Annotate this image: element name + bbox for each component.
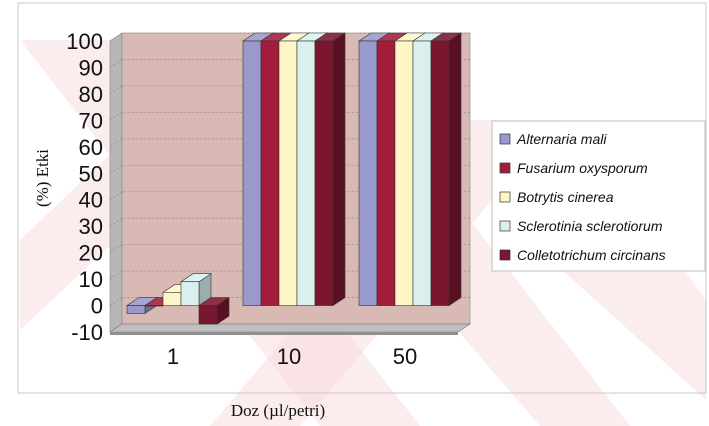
y-tick-label: 0 [91, 294, 103, 319]
legend-swatch [499, 162, 511, 174]
floor [109, 323, 471, 333]
gridlines [109, 32, 470, 333]
legend-label: Sclerotinia sclerotiorum [517, 218, 663, 234]
legend-label: Fusarium oxysporum [517, 160, 648, 176]
legend-label: Botrytis cinerea [517, 189, 614, 205]
bar [430, 32, 462, 307]
bar-side [332, 32, 346, 307]
x-category-label: 10 [277, 344, 301, 369]
bar-front [180, 281, 200, 306]
gridline [109, 111, 470, 121]
y-tick-label: 60 [79, 135, 103, 160]
y-tick-label: 30 [79, 214, 103, 239]
chart-border [17, 2, 707, 394]
bar [180, 273, 212, 307]
bar-front [394, 40, 414, 306]
gridline [109, 85, 470, 95]
gridline [109, 270, 470, 280]
bar-front [358, 40, 378, 306]
gridline [109, 138, 470, 148]
x-category-label: 50 [393, 344, 417, 369]
bar-front [162, 292, 182, 306]
bar-front [144, 305, 164, 307]
legend-swatch [499, 220, 511, 232]
gridline [109, 217, 470, 227]
gridline [109, 297, 470, 306]
legend-item: Alternaria mali [499, 131, 607, 147]
y-tick-label: 90 [79, 55, 103, 80]
bar [314, 32, 346, 307]
y-axis-label: (%) Etki [33, 149, 52, 207]
bar-front [314, 40, 334, 306]
bar-front [376, 40, 396, 306]
legend-label: Alternaria mali [516, 131, 607, 147]
x-axis-label: Doz (µl/petri) [231, 401, 325, 420]
bar [198, 296, 230, 325]
x-category-label: 1 [167, 344, 179, 369]
gridline [109, 244, 470, 253]
legend-swatch [499, 133, 511, 145]
legend-item: Botrytis cinerea [499, 189, 614, 205]
legend-item: Sclerotinia sclerotiorum [499, 218, 663, 234]
bar-front [126, 305, 146, 314]
floor-edge [110, 332, 458, 335]
bars [126, 32, 462, 325]
bar-front [260, 40, 280, 306]
x-axis-categories: 1 10 50 [167, 344, 417, 369]
y-tick-label: 80 [79, 82, 103, 107]
legend-label: Colletotrichum circinans [517, 247, 666, 263]
bar-front [412, 40, 432, 306]
y-tick-label: -10 [71, 320, 103, 345]
legend-item: Colletotrichum circinans [499, 247, 666, 263]
y-tick-label: 20 [79, 241, 103, 266]
bar-front [430, 40, 450, 306]
bar-front [278, 40, 298, 306]
legend-item: Fusarium oxysporum [499, 160, 648, 176]
gridline [109, 32, 470, 42]
gridline [109, 164, 470, 174]
legend: Alternaria mali Fusarium oxysporum Botryti… [491, 120, 706, 272]
y-tick-label: 10 [79, 267, 103, 292]
bar-front [242, 40, 262, 306]
bar-front [198, 305, 218, 325]
legend-swatch [499, 249, 511, 261]
y-tick-label: 70 [79, 108, 103, 133]
legend-box [491, 120, 706, 272]
bar-front [296, 40, 316, 306]
gridline [109, 59, 470, 68]
gridline [109, 323, 470, 333]
legend-swatch [499, 191, 511, 203]
side-wall [109, 32, 123, 333]
bar-side [448, 32, 462, 307]
gridline [109, 191, 470, 201]
y-tick-label: 50 [79, 161, 103, 186]
y-tick-label: 40 [79, 188, 103, 213]
y-tick-label: 100 [66, 29, 103, 54]
